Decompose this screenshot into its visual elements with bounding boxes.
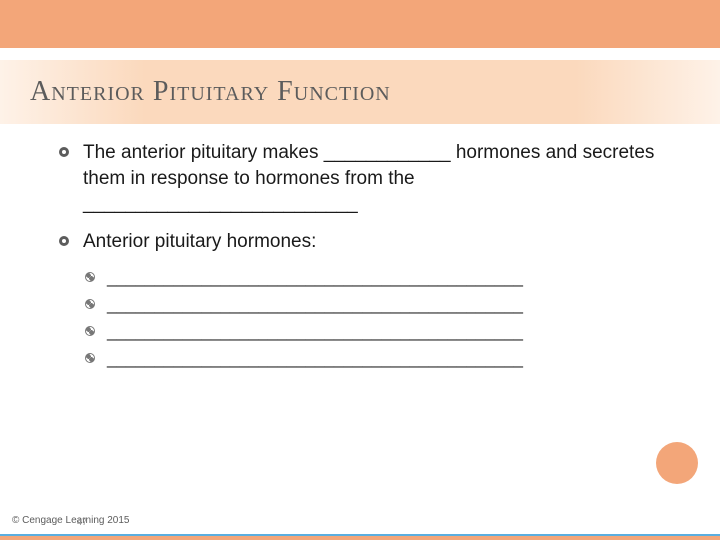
title-band: Anterior Pituitary Function xyxy=(0,60,720,124)
circle-accent-icon xyxy=(656,442,698,484)
sub-bullet-item: ________________________________________… xyxy=(83,348,675,369)
sub-bullet-item: ________________________________________… xyxy=(83,267,675,288)
bullet-item: The anterior pituitary makes ___________… xyxy=(55,140,675,217)
bottom-accent-bar xyxy=(0,534,720,540)
bullet-item: Anterior pituitary hormones: xyxy=(55,229,675,255)
sub-bullet-item: ________________________________________… xyxy=(83,321,675,342)
slide: Anterior Pituitary Function The anterior… xyxy=(0,0,720,540)
slide-title: Anterior Pituitary Function xyxy=(30,76,391,108)
sub-bullet-list: ________________________________________… xyxy=(55,267,675,370)
content-area: The anterior pituitary makes ___________… xyxy=(55,140,675,376)
sub-bullet-item: ________________________________________… xyxy=(83,294,675,315)
page-number: 47 xyxy=(77,517,87,527)
top-accent-bar xyxy=(0,0,720,48)
copyright-text: © Cengage Learning 2015 xyxy=(12,515,129,526)
